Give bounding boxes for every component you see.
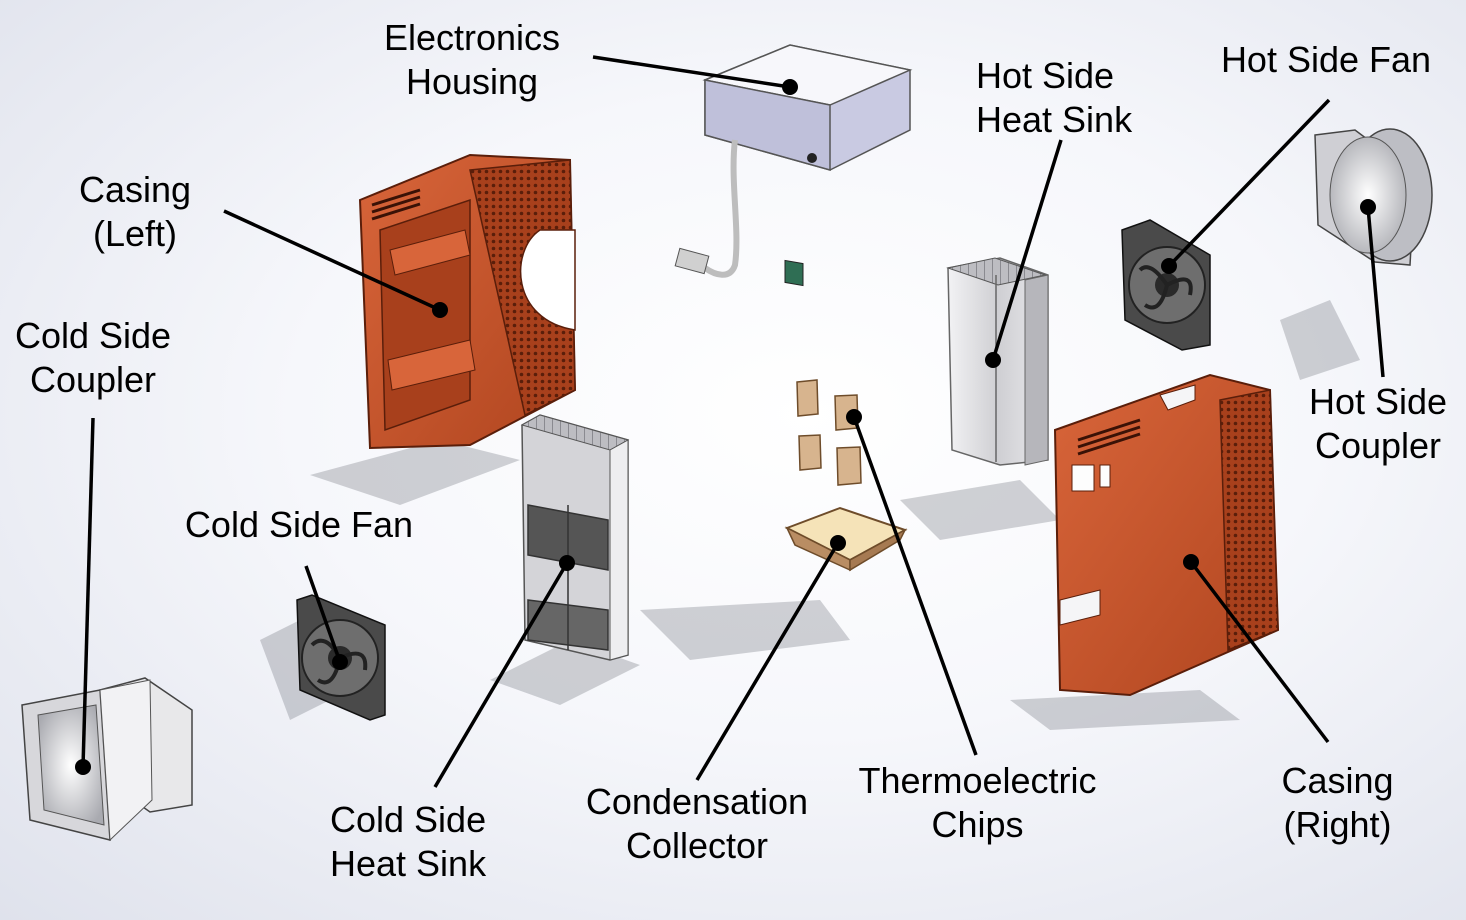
leader-dots [75,79,1376,775]
casing-left-part [358,153,577,450]
label-cold-side-heat-sink: Cold Side Heat Sink [330,799,487,884]
leader-lines [81,55,1385,788]
label-condensation-collector: Condensation Collector [585,781,809,866]
label-casing-left: Casing (Left) [78,169,192,254]
condensation-collector-part [784,506,908,572]
label-electronics-housing: Electronics Housing [383,17,561,102]
label-hot-side-coupler: Hot Side Coupler [1308,381,1448,466]
vent-slots [371,188,421,221]
cold-side-heat-sink-part [520,414,630,661]
floor-shadows [260,300,1360,730]
hot-side-coupler-part [1314,128,1433,266]
cold-side-coupler-part [21,677,193,842]
hot-side-fan-part [1121,219,1211,351]
label-cold-side-coupler: Cold Side Coupler [14,315,172,400]
label-hot-side-fan: Hot Side Fan [1220,39,1432,80]
casing-right-part [1053,373,1280,697]
label-casing-right: Casing (Right) [1281,760,1394,845]
electronics-housing-part [674,44,913,287]
label-thermoelectric-chips: Thermoelectric Chips [858,760,1097,845]
thermoelectric-chips-part [796,379,862,486]
label-cold-side-fan: Cold Side Fan [184,504,414,545]
label-hot-side-heat-sink: Hot Side Heat Sink [976,55,1133,140]
